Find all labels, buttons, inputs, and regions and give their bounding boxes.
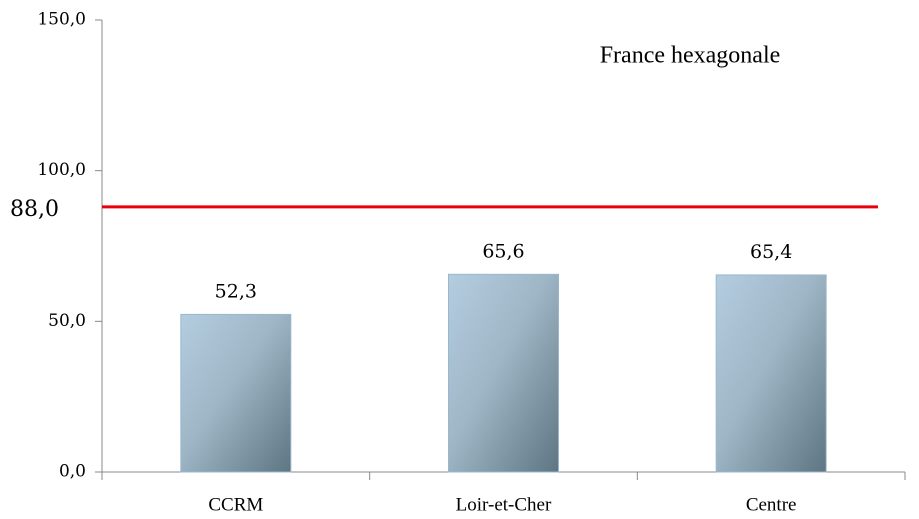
y-tick-label: 100,0 bbox=[37, 160, 86, 180]
data-label: 52,3 bbox=[215, 280, 257, 302]
y-tick-label: 0,0 bbox=[59, 462, 86, 482]
y-tick-label: 150,0 bbox=[37, 10, 86, 30]
bar bbox=[715, 274, 827, 473]
x-tick-label: Centre bbox=[746, 494, 797, 515]
data-label: 65,6 bbox=[482, 240, 524, 262]
bar bbox=[180, 313, 292, 473]
reference-name: France hexagonale bbox=[600, 43, 781, 69]
reference-label: 88,0 bbox=[10, 197, 59, 222]
data-label: 65,4 bbox=[750, 241, 792, 263]
x-tick-label: Loir-et-Cher bbox=[456, 494, 552, 515]
bar bbox=[448, 273, 559, 473]
x-tick-label: CCRM bbox=[208, 494, 263, 515]
y-tick-label: 50,0 bbox=[48, 311, 86, 331]
